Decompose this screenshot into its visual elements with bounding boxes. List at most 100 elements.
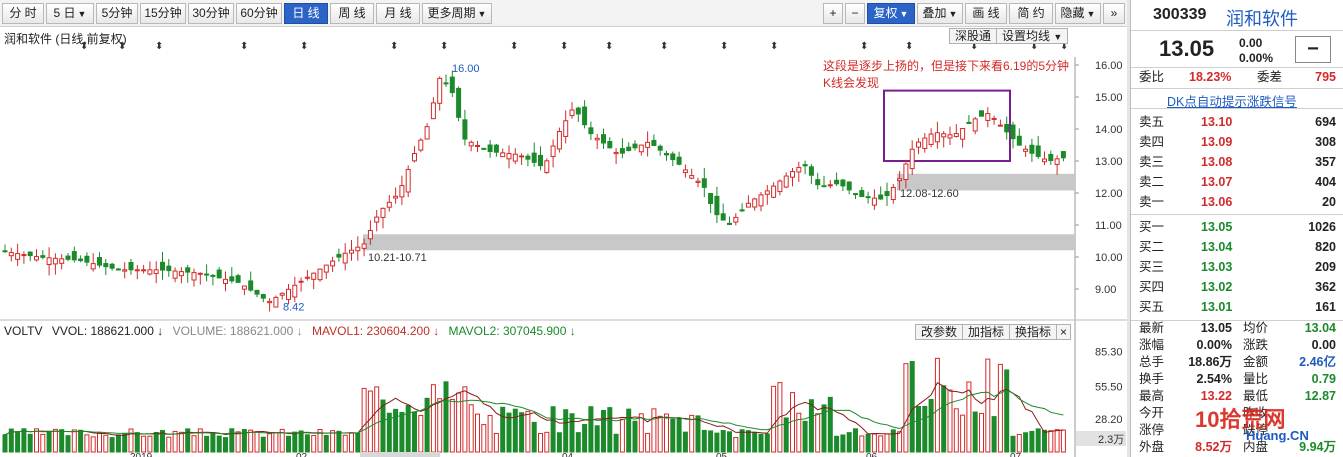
- volume-bar: [582, 424, 588, 453]
- candle-body: [613, 151, 619, 155]
- chevron-down-icon: ▼: [477, 9, 487, 19]
- candle-body: [878, 194, 884, 200]
- splitter[interactable]: [1127, 0, 1131, 457]
- remove-watch-button[interactable]: −: [1295, 36, 1331, 63]
- period-60min-button[interactable]: 60分钟: [236, 3, 282, 24]
- volume-bar: [790, 392, 795, 453]
- x-tick-label: 04: [562, 452, 574, 457]
- expand-icon[interactable]: »: [1103, 3, 1125, 24]
- volume-bar: [412, 411, 417, 453]
- kline-chart[interactable]: 16.00 15.00 14.00 13.00 12.00 11.00 10.00 9.00 ⬍…: [0, 27, 1127, 457]
- dk-signal-link[interactable]: DK点自动提示涨跌信号: [1167, 95, 1297, 109]
- level-price: 13.08: [1201, 155, 1233, 169]
- volume-bar: [525, 410, 531, 453]
- candle-body: [796, 167, 802, 173]
- stat-label: 均价: [1243, 321, 1269, 335]
- period-intraday-button[interactable]: 分 时: [2, 3, 44, 24]
- more-periods-button[interactable]: 更多周期 ▼: [422, 3, 492, 24]
- candle-body: [59, 258, 65, 264]
- hide-button[interactable]: 隐藏 ▼: [1055, 3, 1101, 24]
- marker-icon: ⬍: [118, 41, 126, 52]
- change-indicator-button[interactable]: 换指标: [1009, 324, 1058, 340]
- vol-unit-label: 2.3万: [1098, 434, 1124, 446]
- stock-name: 润和软件: [1226, 9, 1298, 29]
- candle-body: [519, 155, 525, 158]
- volume-bar: [689, 414, 695, 453]
- candle-body: [997, 124, 1003, 127]
- volume-bar: [701, 429, 707, 453]
- marker-icon: ⬍: [720, 41, 728, 52]
- zoom-in-button[interactable]: +: [823, 3, 843, 24]
- volume-bar: [254, 431, 260, 453]
- volume-bar: [834, 435, 840, 453]
- candle-body: [695, 180, 701, 183]
- overlay-button[interactable]: 叠加 ▼: [917, 3, 963, 24]
- volume-header: VOLTV VVOL: 188621.000 ↓ VOLUME: 188621.…: [0, 322, 1080, 340]
- period-daily-button[interactable]: 日 线: [284, 3, 328, 24]
- stat-label: 今开: [1139, 406, 1165, 420]
- candle-body: [449, 76, 455, 94]
- volume-bar: [1004, 369, 1010, 453]
- candle-body: [46, 257, 52, 266]
- candle-body: [1010, 124, 1016, 140]
- volume-bar: [393, 408, 399, 453]
- volume-bar: [361, 387, 367, 453]
- candle-body: [412, 153, 417, 162]
- candle-body: [468, 141, 474, 147]
- period-30min-button[interactable]: 30分钟: [188, 3, 234, 24]
- candle-body: [871, 197, 877, 206]
- candle-body: [626, 146, 632, 151]
- close-icon[interactable]: ×: [1056, 324, 1072, 340]
- volume-bar: [752, 432, 758, 453]
- add-indicator-button[interactable]: 加指标: [962, 324, 1011, 340]
- period-5min-button[interactable]: 5分钟: [96, 3, 138, 24]
- zone-label: 10.21-10.71: [368, 252, 427, 264]
- low-price-label: 8.42: [283, 302, 304, 314]
- level-price: 13.06: [1201, 195, 1233, 209]
- candle-body: [727, 222, 732, 225]
- period-monthly-button[interactable]: 月 线: [376, 3, 420, 24]
- volume-bar: [853, 428, 858, 453]
- simple-mode-button[interactable]: 简 约: [1009, 3, 1053, 24]
- marker-icon: ⬍: [300, 41, 308, 52]
- level-volume: 209: [1315, 260, 1336, 274]
- candle-body: [260, 293, 266, 299]
- candle-body: [953, 133, 959, 137]
- period-weekly-button[interactable]: 周 线: [330, 3, 374, 24]
- volume-bar: [52, 428, 58, 453]
- volume-bar: [607, 407, 613, 453]
- zoom-out-button[interactable]: −: [845, 3, 865, 24]
- edit-params-button[interactable]: 改参数: [915, 324, 964, 340]
- volume-bar: [493, 432, 499, 453]
- volume-bar: [821, 404, 827, 453]
- candle-body: [109, 263, 115, 269]
- set-ma-button[interactable]: 设置均线 ▼: [996, 28, 1069, 44]
- period-15min-button[interactable]: 15分钟: [140, 3, 186, 24]
- volume-bar: [134, 432, 140, 453]
- volume-bar: [708, 430, 714, 453]
- volume-bar: [279, 428, 285, 453]
- candle-body: [166, 265, 172, 272]
- volume-bar: [1048, 430, 1054, 453]
- volume-bar: [374, 386, 380, 453]
- candle-body: [342, 252, 348, 264]
- period-5day-button[interactable]: 5 日 ▼: [46, 3, 94, 24]
- x-tick-label: 05: [716, 452, 728, 457]
- candle-body: [273, 296, 279, 308]
- volume-bar: [1010, 435, 1016, 453]
- candle-body: [178, 271, 184, 277]
- volume-bar: [960, 414, 966, 453]
- fuquan-button[interactable]: 复权 ▼: [867, 3, 915, 24]
- draw-line-button[interactable]: 画 线: [965, 3, 1007, 24]
- level-price: 13.04: [1201, 240, 1233, 254]
- candle-body: [594, 137, 600, 141]
- candle-body: [229, 276, 235, 282]
- candle-body: [185, 267, 191, 273]
- candle-body: [512, 153, 518, 162]
- candle-body: [664, 152, 669, 156]
- candle-body: [311, 272, 317, 280]
- candle-body: [405, 168, 411, 193]
- volume-bar: [991, 416, 997, 453]
- shen-gutong-button[interactable]: 深股通: [949, 28, 998, 44]
- volume-bar: [664, 413, 669, 453]
